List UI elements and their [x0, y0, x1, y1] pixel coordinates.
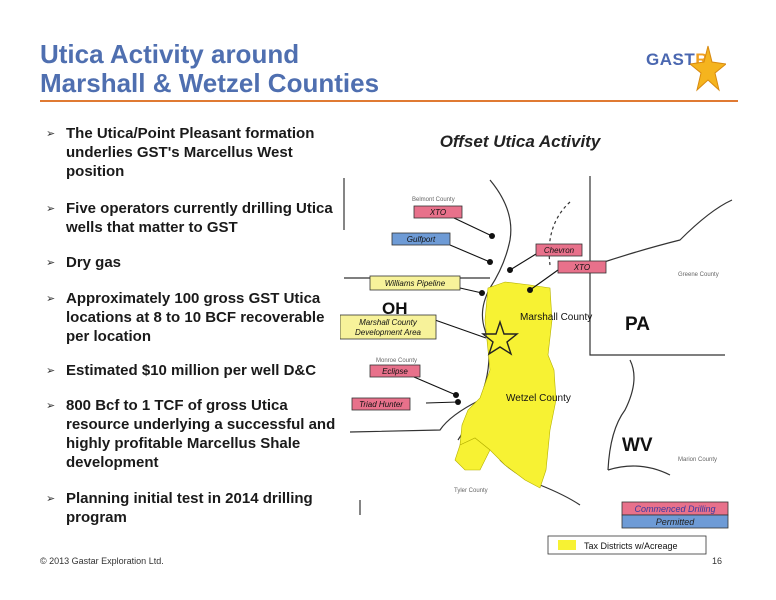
- callout-eclipse: Eclipse: [369, 364, 421, 378]
- star-icon: [481, 319, 519, 356]
- company-logo: GASTR: [646, 44, 726, 96]
- title-line-1: Utica Activity around: [40, 39, 300, 69]
- callout-label: Triad Hunter: [359, 400, 403, 409]
- legend-swatch-permitted: [621, 514, 729, 529]
- bullet-item: ➢ Estimated $10 million per well D&C: [46, 362, 317, 379]
- map-legend: Commenced Drilling Permitted Tax Distric…: [547, 501, 729, 555]
- county-line-dashed: [548, 201, 571, 266]
- wv-county-line-2: [607, 465, 671, 476]
- title-line-2: Marshall & Wetzel Counties: [40, 68, 380, 98]
- footer-copyright: © 2013 Gastar Exploration Ltd.: [40, 556, 164, 566]
- page-number: 16: [712, 556, 723, 566]
- bullet-item: ➢ Dry gas: [46, 254, 122, 271]
- county-label-greene: Greene County: [678, 272, 719, 278]
- slide-title: Utica Activity around Marshall & Wetzel …: [40, 40, 460, 98]
- bullet-arrow-icon: ➢: [46, 203, 56, 215]
- county-label-marshall: Marshall County: [520, 312, 592, 323]
- bullet-list: ➢ The Utica/Point Pleasant formation unde…: [46, 124, 346, 527]
- county-label-tyler: Tyler County: [454, 488, 488, 494]
- county-label-monroe: Monroe County: [376, 358, 417, 364]
- callout-label: Williams Pipeline: [385, 279, 446, 288]
- leader-lines: [413, 217, 559, 404]
- legend-box-acreage: [547, 535, 707, 555]
- callout-label: Chevron: [544, 246, 575, 255]
- callout-label: Gulfport: [407, 235, 436, 244]
- title-divider: [40, 100, 738, 102]
- legend-commenced: Commenced Drilling: [634, 504, 715, 514]
- bullet-item: ➢ Approximately 100 gross GST Utica locat…: [46, 290, 325, 345]
- callout-label-line-2: Development Area: [355, 328, 422, 337]
- acreage-area-lower: [454, 437, 491, 471]
- map-title: Offset Utica Activity: [439, 132, 601, 151]
- bullet-arrow-icon: ➢: [46, 293, 56, 305]
- well-dots: [453, 233, 533, 405]
- pa-wv-border: [589, 176, 725, 356]
- callout-chevron: Chevron: [535, 243, 583, 257]
- callout-xto-1: XTO: [413, 205, 463, 219]
- bullet-arrow-icon: ➢: [46, 128, 56, 140]
- callout-triad-hunter: Triad Hunter: [351, 397, 411, 411]
- legend-permitted: Permitted: [656, 517, 696, 527]
- callout-label: XTO: [573, 263, 590, 272]
- callout-gulfport: Gulfport: [391, 232, 451, 246]
- bullet-arrow-icon: ➢: [46, 365, 56, 377]
- bullet-arrow-icon: ➢: [46, 493, 56, 505]
- utica-activity-map: Belmont County Greene County Monroe Coun…: [340, 176, 733, 555]
- callout-xto-2: XTO: [557, 260, 607, 274]
- callout-label: Eclipse: [382, 367, 408, 376]
- callout-marshall-development: Marshall County Development Area: [340, 314, 437, 340]
- legend-swatch-acreage: [558, 540, 576, 550]
- state-label-pa: PA: [625, 314, 650, 335]
- county-label-wetzel: Wetzel County: [506, 393, 571, 404]
- state-label-oh: OH: [382, 299, 408, 318]
- legend-acreage: Tax Districts w/Acreage: [584, 541, 678, 551]
- state-label-wv: WV: [622, 435, 653, 456]
- bullet-item: ➢ Five operators currently drilling Utica…: [46, 200, 333, 236]
- ohio-county-line-2: [349, 399, 481, 433]
- callout-williams-pipeline: Williams Pipeline: [369, 275, 461, 291]
- bullet-arrow-icon: ➢: [46, 400, 56, 412]
- callout-label-line-1: Marshall County: [359, 318, 418, 327]
- bullet-item: ➢ The Utica/Point Pleasant formation unde…: [46, 125, 315, 180]
- acreage-area: [459, 281, 557, 489]
- bullet-arrow-icon: ➢: [46, 257, 56, 269]
- county-label-marion: Marion County: [678, 457, 717, 463]
- county-label-belmont: Belmont County: [412, 197, 455, 203]
- bullet-item: ➢ 800 Bcf to 1 TCF of gross Utica resourc…: [46, 397, 336, 471]
- bullet-item: ➢ Planning initial test in 2014 drilling …: [46, 490, 313, 526]
- wv-county-line: [607, 359, 635, 471]
- star-icon: [690, 45, 726, 92]
- callout-label: XTO: [429, 208, 446, 217]
- pa-county-line: [594, 199, 733, 266]
